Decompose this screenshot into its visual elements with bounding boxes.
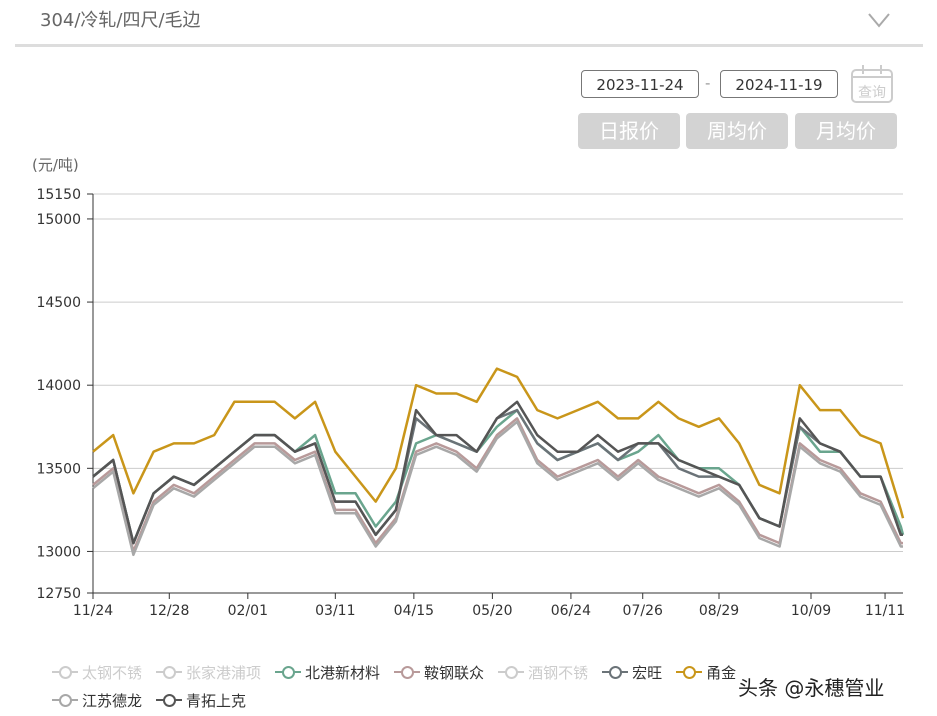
x-tick-label: 06/24 xyxy=(551,603,591,619)
x-tick-label: 05/20 xyxy=(472,603,512,619)
y-tick-label: 15150 xyxy=(36,187,81,203)
query-label: 查询 xyxy=(858,85,886,101)
x-tick-label: 10/09 xyxy=(791,603,831,619)
y-tick-label: 13500 xyxy=(36,461,81,477)
x-tick-label: 12/28 xyxy=(149,603,189,619)
legend-item[interactable]: 太钢不锈 xyxy=(52,658,142,686)
monthly-avg-button[interactable]: 月均价 xyxy=(795,113,897,149)
series-line-青拓上克 xyxy=(92,400,903,545)
query-button[interactable]: 查询 xyxy=(850,64,894,104)
divider xyxy=(15,44,923,47)
legend-item[interactable]: 江苏德龙 xyxy=(52,686,142,714)
legend-marker-icon xyxy=(394,665,421,679)
chart-legend: 太钢不锈 张家港浦项 北港新材料 鞍钢联众 酒钢不锈 宏旺 甬金江苏德龙 青拓上克 xyxy=(52,658,852,714)
y-tick-label: 13000 xyxy=(36,544,81,560)
watermark: 头条 @永穗管业 xyxy=(738,676,885,700)
legend-marker-icon xyxy=(52,665,78,679)
legend-label: 北港新材料 xyxy=(305,663,381,682)
legend-item[interactable]: 张家港浦项 xyxy=(156,658,261,686)
y-tick-label: 14500 xyxy=(36,295,81,311)
legend-label: 江苏德龙 xyxy=(82,691,143,710)
start-date-input[interactable]: 2023-11-24 xyxy=(581,70,699,98)
legend-marker-icon xyxy=(676,665,703,679)
daily-price-button[interactable]: 日报价 xyxy=(578,113,680,149)
legend-item[interactable]: 北港新材料 xyxy=(275,658,380,686)
weekly-avg-button[interactable]: 周均价 xyxy=(686,113,788,149)
legend-item[interactable]: 宏旺 xyxy=(602,658,662,686)
end-date-input[interactable]: 2024-11-19 xyxy=(720,70,838,98)
y-tick-label: 15000 xyxy=(36,212,81,228)
x-tick-label: 08/29 xyxy=(699,603,739,619)
x-tick-label: 03/11 xyxy=(315,603,355,619)
legend-marker-icon xyxy=(498,665,525,679)
legend-item[interactable]: 酒钢不锈 xyxy=(498,658,588,686)
legend-label: 宏旺 xyxy=(632,663,663,682)
y-tick-label: 12750 xyxy=(36,586,81,602)
legend-label: 甬金 xyxy=(706,663,737,682)
legend-marker-icon xyxy=(156,693,183,707)
series-line-甬金 xyxy=(92,367,905,519)
legend-label: 酒钢不锈 xyxy=(528,663,589,682)
chevron-down-icon[interactable] xyxy=(866,6,892,32)
legend-marker-icon xyxy=(275,665,302,679)
legend-item[interactable]: 甬金 xyxy=(676,658,736,686)
x-tick-label: 07/26 xyxy=(623,603,663,619)
legend-label: 太钢不锈 xyxy=(82,663,143,682)
y-tick-label: 14000 xyxy=(36,378,81,394)
legend-marker-icon xyxy=(602,665,629,679)
legend-marker-icon xyxy=(156,665,183,679)
legend-item[interactable]: 青拓上克 xyxy=(156,686,246,714)
x-tick-label: 11/24 xyxy=(73,603,113,619)
legend-marker-icon xyxy=(52,693,78,707)
legend-label: 鞍钢联众 xyxy=(424,663,485,682)
legend-label: 张家港浦项 xyxy=(186,663,262,682)
legend-item[interactable]: 鞍钢联众 xyxy=(394,658,484,686)
product-title: 304/冷轧/四尺/毛边 xyxy=(40,10,201,31)
legend-label: 青拓上克 xyxy=(186,691,247,710)
x-tick-label: 02/01 xyxy=(228,603,268,619)
date-separator: - xyxy=(705,74,711,92)
series-line-江苏德龙 xyxy=(92,420,903,557)
x-tick-label: 11/11 xyxy=(865,603,905,619)
y-axis-unit: (元/吨) xyxy=(32,156,79,174)
x-tick-label: 04/15 xyxy=(394,603,434,619)
calendar-icon: 查询 xyxy=(851,65,893,103)
